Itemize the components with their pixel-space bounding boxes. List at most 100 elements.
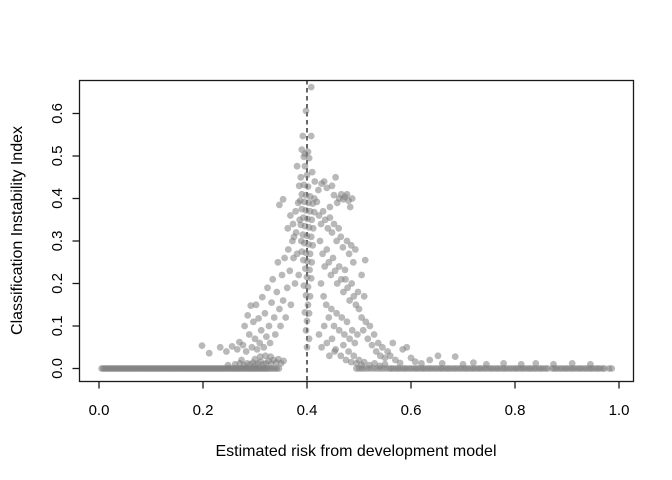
scatter-point [358,314,365,321]
scatter-point [251,355,259,363]
scatter-point [303,343,311,351]
y-axis-tick-label: 0.4 [49,188,66,209]
scatter-point [311,178,319,185]
scatter-point [284,246,292,253]
scatter-point [300,153,308,161]
scatter-point [362,318,370,326]
scatter-point [280,357,287,365]
scatter-point [269,275,277,283]
scatter-point [381,360,389,368]
scatter-point [306,266,313,274]
scatter-point [279,195,287,203]
scatter-point [418,360,425,367]
scatter-point [228,343,236,350]
scatter-point [277,322,284,330]
scatter-point [438,360,446,367]
scatter-point [341,266,349,274]
y-axis-tick-label: 0.0 [49,358,66,379]
scatter-point [338,314,346,321]
scatter-point [359,326,367,334]
scatter-point [550,360,557,368]
scatter-point [339,244,347,251]
scatter-point [327,271,335,279]
scatter-point [426,356,434,364]
scatter-point [289,220,297,228]
axes-layer: 0.0 0.2 0.4 0.6 0.8 1.0 0.0 0.1 0.2 0.3 0.4 0.5 0.6 [49,79,635,419]
scatter-point [309,224,317,232]
scatter-point [323,339,331,347]
scatter-point [313,198,321,206]
scatter-point [470,359,477,366]
scatter-point [335,263,343,270]
scatter-point [342,356,350,364]
scatter-point [307,233,315,241]
scatter-point [326,203,334,211]
scatter-point [371,360,378,367]
plot-box [78,79,635,383]
scatter-point [320,178,328,185]
scatter-point [216,343,224,351]
scatter-point [319,207,327,215]
scatter-point [411,358,419,366]
scatter-point [335,224,343,232]
scatter-point [292,207,299,215]
scatter-point [307,275,315,282]
y-axis-title: Classification Instability Index [9,126,26,335]
scatter-point [330,220,338,228]
scatter-point [333,309,340,317]
scatter-point [283,284,291,292]
scatter-point [345,348,352,355]
scatter-point [268,299,275,306]
scatter-point [348,326,356,334]
x-axis-tick-label: 0.6 [401,402,422,419]
scatter-point [250,318,257,326]
scatter-point [256,339,264,347]
scatter-point [302,107,310,115]
scatter-point [361,256,369,264]
scatter-point [315,186,322,194]
scatter-point [252,301,260,309]
scatter-point [305,335,313,343]
scatter-point [305,309,313,317]
scatter-point [379,343,386,351]
y-axis-tick-label: 0.5 [49,146,66,167]
scatter-point [274,258,282,266]
scatter-point [345,250,353,258]
scatter-point [267,353,274,360]
scatter-point [608,365,616,372]
scatter-point [326,352,333,360]
scatter-point [257,326,265,334]
scatter-point [329,254,337,262]
y-axis-tick-label: 0.3 [49,231,66,252]
scatter-point [245,331,253,338]
scatter-point [261,309,269,317]
scatter-point [303,317,311,325]
scatter-point [263,333,270,340]
scatter-point [360,292,368,300]
scatter-point [241,322,249,330]
scatter-point [266,339,274,347]
scatter-point [343,237,351,245]
scatter-point [303,171,311,179]
scatter-point [295,271,303,279]
scatter-point [299,132,307,140]
scatter-point [223,348,230,355]
x-axis-title: Estimated risk from development model [216,443,497,460]
scatter-point [396,359,404,367]
scatter-point [354,288,362,296]
scatter-point [325,314,333,321]
scatter-point [309,241,317,249]
scatter-point [337,233,345,241]
scatter-point [308,216,316,224]
scatter-point [275,365,283,372]
scatter-point [483,360,490,368]
scatter-point [366,361,373,369]
scatter-point [500,360,507,367]
scatter-point [293,162,301,170]
scatter-point [346,335,353,343]
scatter-point [320,292,327,300]
scatter-point [352,246,359,253]
scatter-point [355,305,363,313]
scatter-point [281,254,288,262]
